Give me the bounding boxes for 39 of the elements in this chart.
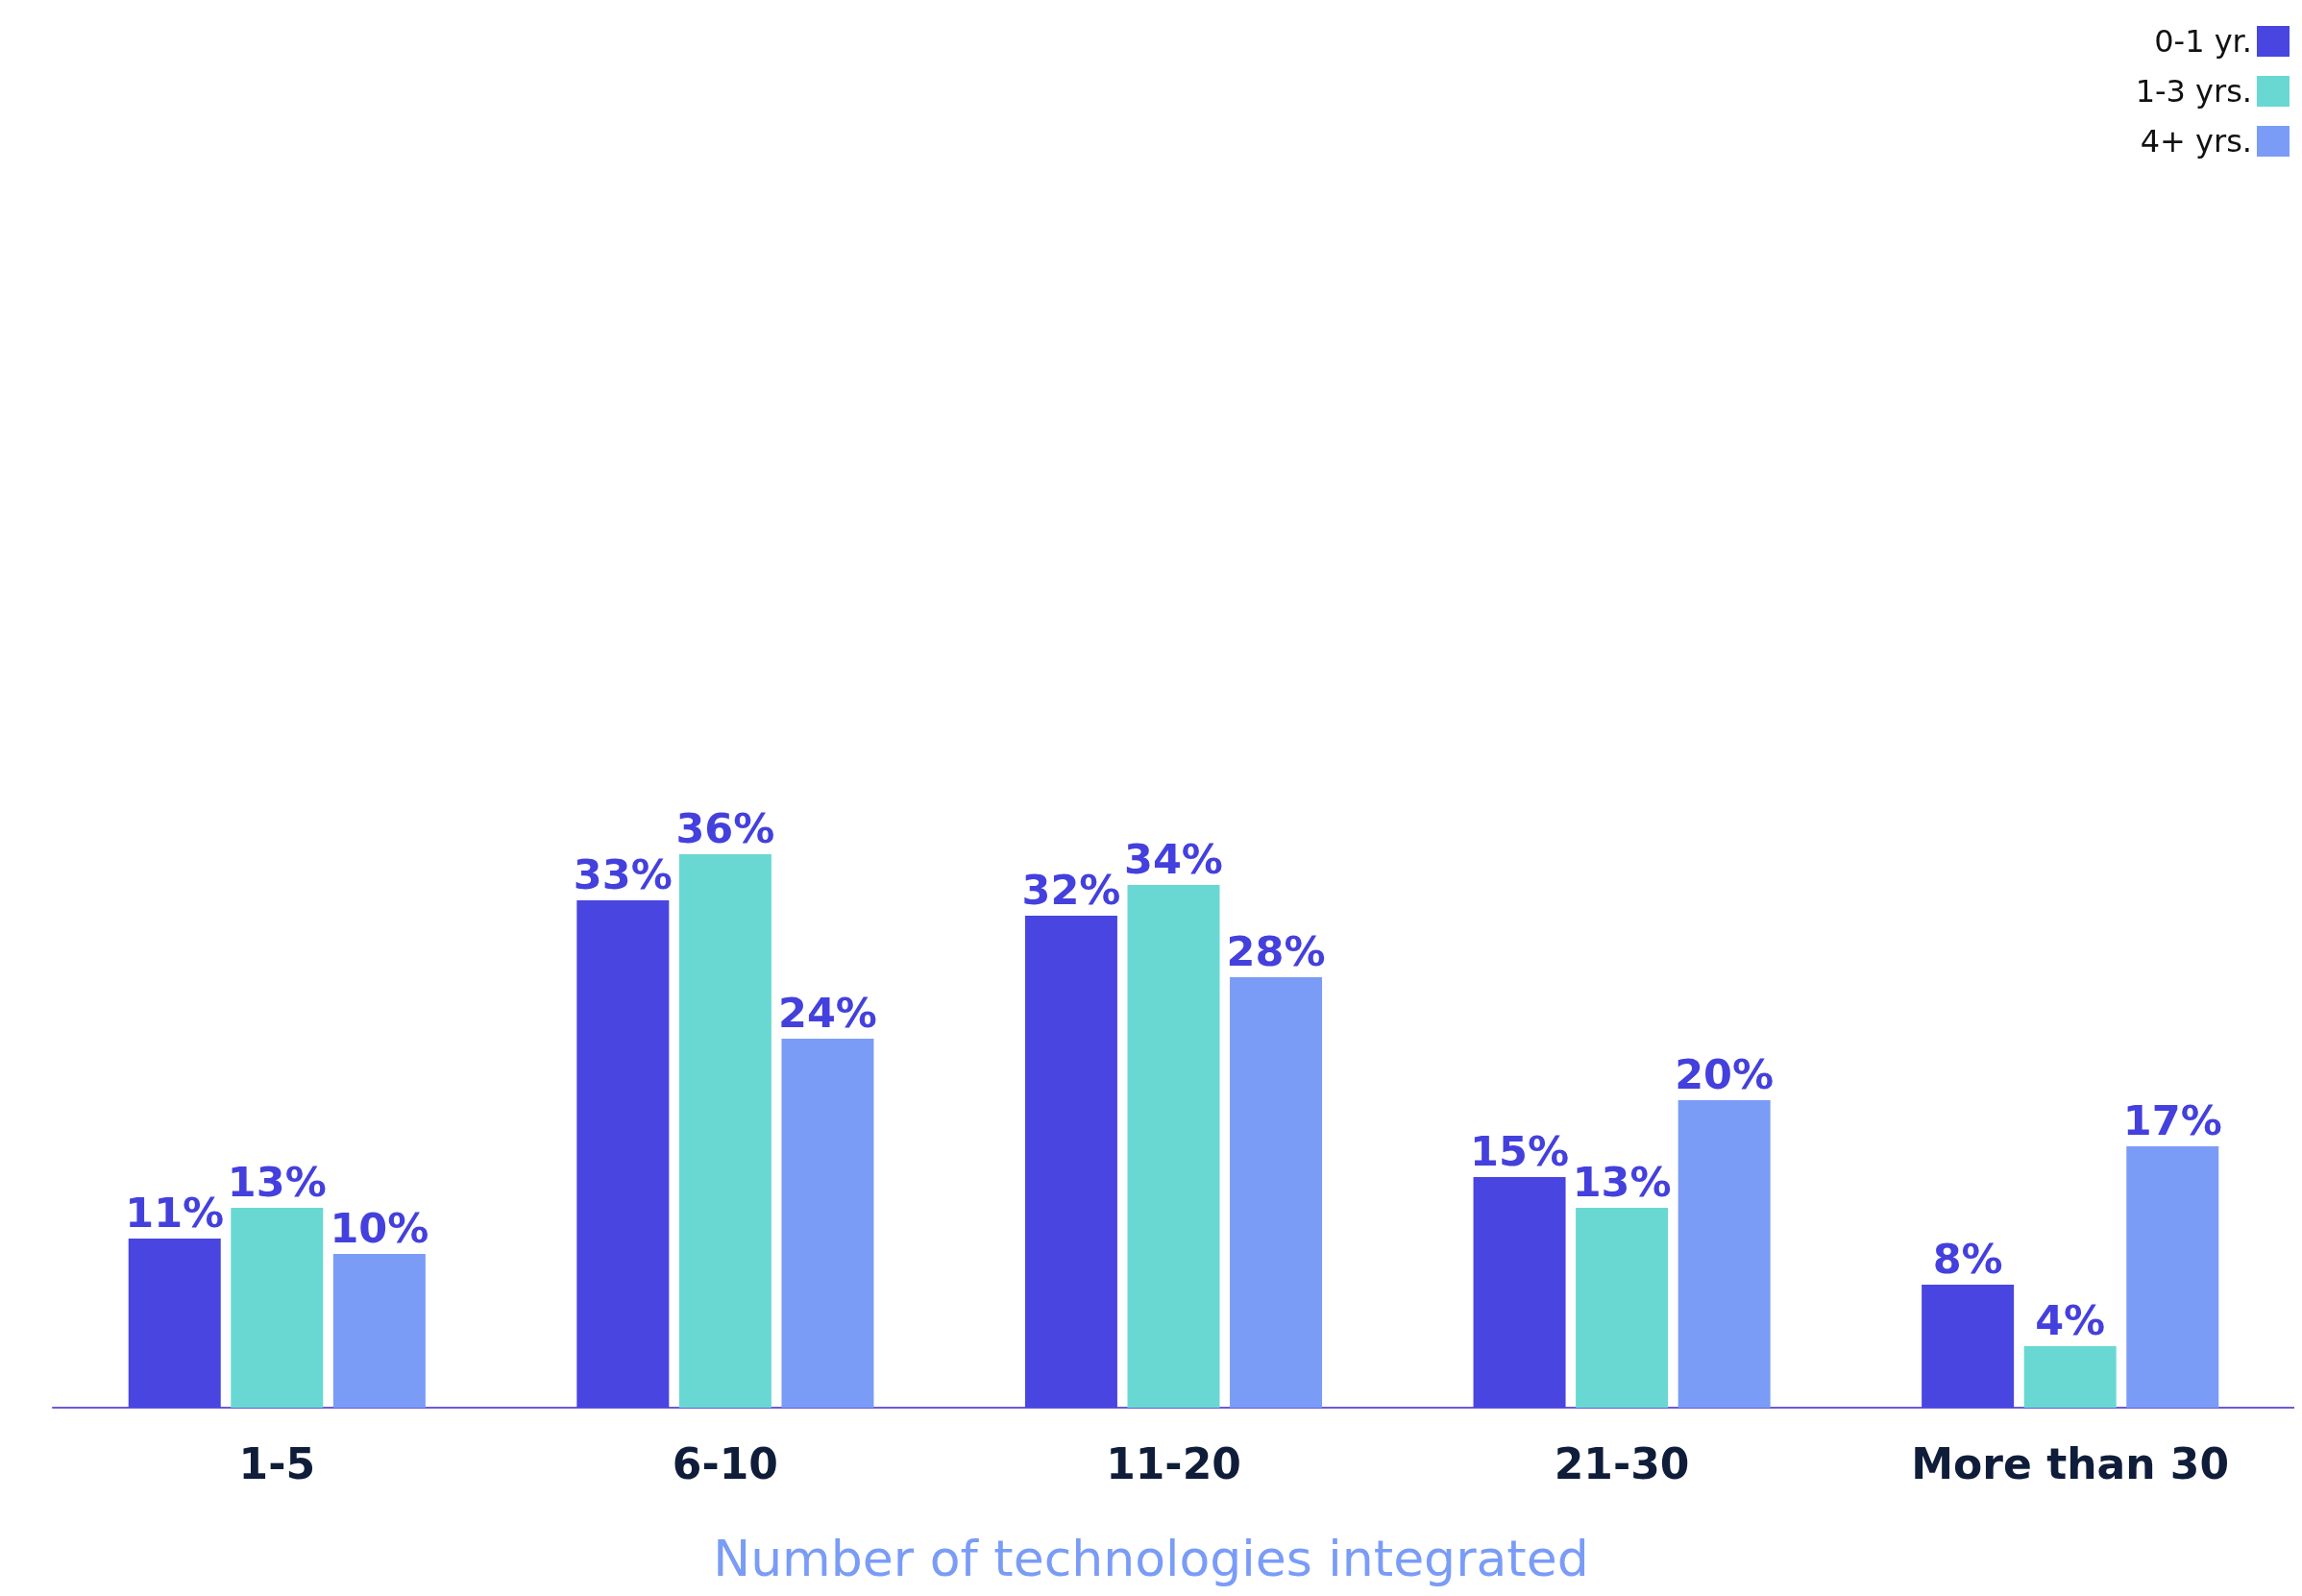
legend-label: 0-1 yr. <box>2154 23 2252 60</box>
data-label: 34% <box>1124 834 1223 883</box>
data-label: 10% <box>330 1203 429 1252</box>
bar <box>678 854 771 1408</box>
data-label: 4% <box>2035 1295 2106 1344</box>
x-tick-label: 1-5 <box>238 1438 316 1488</box>
bar <box>1127 885 1220 1408</box>
data-label: 24% <box>777 988 877 1037</box>
x-tick-label: 21-30 <box>1554 1438 1690 1488</box>
data-label: 33% <box>573 849 673 898</box>
bar <box>332 1254 426 1408</box>
data-label: 8% <box>1932 1234 2003 1283</box>
x-tick-label: 6-10 <box>672 1438 778 1488</box>
bar <box>2126 1146 2219 1408</box>
bar <box>2023 1346 2117 1408</box>
bar <box>231 1208 324 1408</box>
x-tick-label: More than 30 <box>1911 1438 2230 1488</box>
data-label: 13% <box>1572 1157 1672 1206</box>
data-label: 32% <box>1021 865 1121 914</box>
data-label: 13% <box>227 1157 327 1206</box>
x-axis-title: Number of technologies integrated <box>713 1530 1589 1587</box>
bar <box>1473 1177 1566 1408</box>
bar <box>1230 977 1323 1408</box>
bar <box>781 1039 874 1408</box>
bar <box>576 900 670 1408</box>
data-label: 28% <box>1226 926 1326 975</box>
bar <box>1678 1100 1771 1408</box>
data-label: 20% <box>1675 1049 1775 1098</box>
legend-label: 4+ yrs. <box>2140 123 2252 160</box>
bar <box>1922 1285 2015 1408</box>
data-label: 36% <box>675 803 775 852</box>
bar <box>1576 1208 1669 1408</box>
data-label: 17% <box>2122 1095 2222 1144</box>
bar <box>128 1239 221 1408</box>
bar <box>1024 916 1117 1408</box>
legend-label: 1-3 yrs. <box>2135 73 2252 110</box>
data-label: 11% <box>125 1188 225 1237</box>
data-label: 15% <box>1470 1126 1570 1175</box>
x-tick-label: 11-20 <box>1106 1438 1241 1488</box>
